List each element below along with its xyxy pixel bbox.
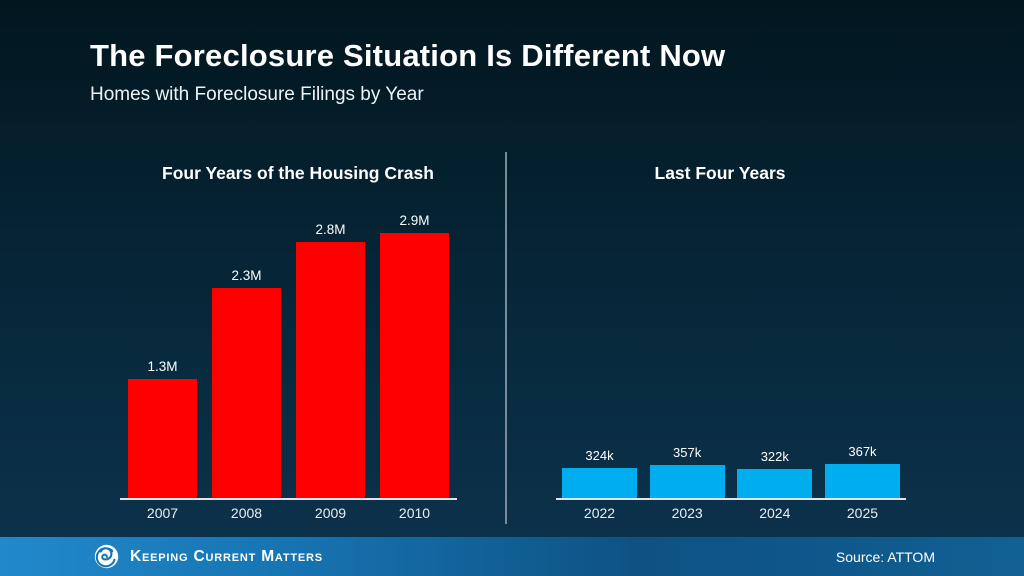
bar-group: 357k 2023 (649, 445, 725, 521)
bar-group: 367k 2025 (824, 444, 900, 521)
crash-bar-chart: 1.3M 2007 2.3M 2008 2.8M 2009 2.9M 2010 (120, 213, 457, 521)
bar-year-label: 2024 (759, 505, 791, 521)
bar (737, 468, 813, 498)
recent-chart-title: Last Four Years (654, 163, 786, 183)
bar-value-label: 367k (848, 444, 877, 460)
page-title: The Foreclosure Situation Is Different N… (90, 38, 726, 73)
bar-value-label: 322k (760, 448, 789, 464)
footer-bar: Keeping Current Matters Source: ATTOM (0, 537, 1024, 576)
bar-group: 2.8M 2009 (296, 221, 365, 521)
panel-divider (505, 152, 507, 524)
bar (824, 464, 900, 498)
bar-year-label: 2007 (146, 505, 179, 521)
source-note: Source: ATTOM (835, 548, 935, 565)
bar-year-label: 2025 (846, 505, 879, 521)
bar-year-label: 2010 (398, 505, 431, 521)
bar-value-label: 324k (585, 448, 614, 464)
bar-value-label: 2.3M (231, 267, 262, 283)
bar-value-label: 1.3M (147, 359, 178, 374)
bar-group: 1.3M 2007 (128, 359, 197, 521)
bar-year-label: 2008 (230, 505, 263, 521)
bar (649, 465, 725, 498)
bar-group: 324k 2022 (562, 448, 637, 521)
bar-group: 322k 2024 (737, 448, 813, 521)
bar-value-label: 2.9M (399, 212, 430, 228)
bar-year-label: 2022 (583, 505, 616, 521)
bar-group: 2.3M 2008 (212, 267, 281, 521)
bar (128, 379, 197, 498)
kcm-swirl-icon (94, 544, 119, 569)
bar (380, 232, 449, 498)
brand-name: Keeping Current Matters (130, 547, 323, 565)
bar-group: 2.9M 2010 (380, 212, 449, 521)
brand-logo: Keeping Current Matters (93, 537, 323, 576)
bar (296, 241, 365, 498)
bar-value-label: 357k (673, 445, 702, 461)
recent-bar-chart: 324k 2022 357k 2023 322k 2024 367k 2025 (556, 430, 906, 521)
bar (562, 468, 637, 498)
page-subtitle: Homes with Foreclosure Filings by Year (90, 84, 424, 105)
bar-value-label: 2.8M (315, 221, 346, 237)
crash-chart-title: Four Years of the Housing Crash (162, 163, 434, 183)
bar (212, 287, 281, 498)
bar-year-label: 2009 (314, 505, 347, 521)
bar-year-label: 2023 (671, 505, 703, 521)
